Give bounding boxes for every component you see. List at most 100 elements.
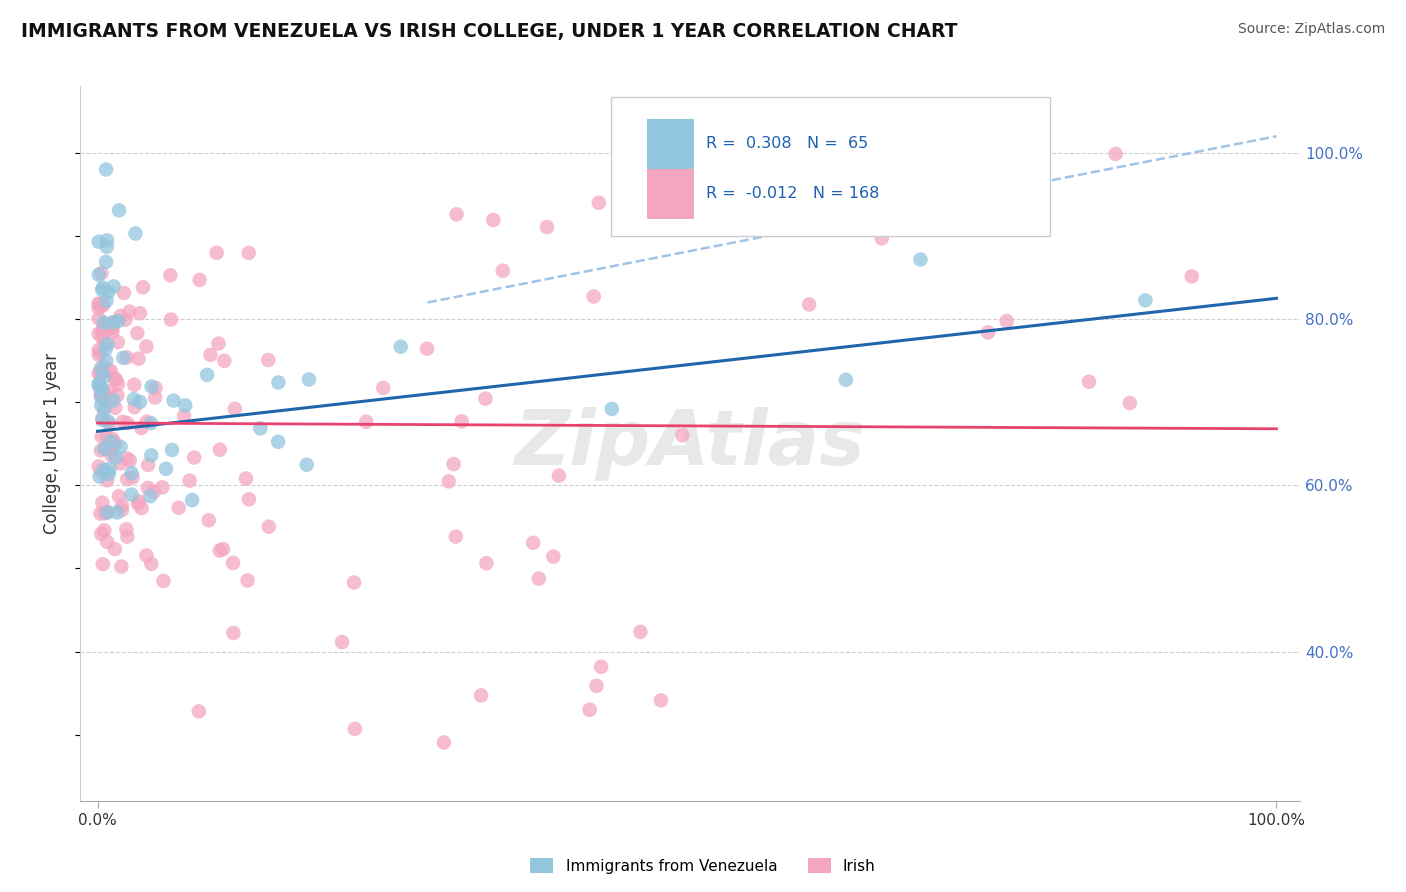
Point — [152, 574, 174, 588]
Point — [132, 280, 155, 294]
Point — [112, 285, 135, 300]
Point — [330, 635, 353, 649]
Point — [128, 494, 150, 508]
Text: IMMIGRANTS FROM VENEZUELA VS IRISH COLLEGE, UNDER 1 YEAR CORRELATION CHART: IMMIGRANTS FROM VENEZUELA VS IRISH COLLE… — [21, 22, 957, 41]
Point — [90, 361, 112, 376]
Point — [214, 353, 236, 368]
Point — [100, 364, 122, 378]
Point — [110, 559, 132, 574]
Point — [93, 402, 115, 417]
Y-axis label: College, Under 1 year: College, Under 1 year — [44, 353, 60, 534]
Point — [547, 468, 569, 483]
Point — [96, 505, 118, 519]
Point — [90, 390, 112, 404]
Point — [87, 376, 110, 391]
Point — [835, 373, 858, 387]
Bar — [647, 169, 693, 219]
Point — [437, 475, 460, 489]
Point — [1105, 147, 1128, 161]
Text: R =  0.308   N =  65: R = 0.308 N = 65 — [706, 136, 868, 151]
Point — [141, 379, 163, 393]
Point — [135, 415, 157, 429]
Point — [91, 318, 114, 333]
Point — [96, 535, 118, 549]
Legend: Immigrants from Venezuela, Irish: Immigrants from Venezuela, Irish — [524, 852, 882, 880]
Point — [110, 309, 132, 323]
Point — [800, 178, 823, 193]
Point — [115, 451, 138, 466]
Point — [121, 470, 143, 484]
Point — [188, 273, 211, 287]
Point — [205, 245, 228, 260]
Point — [105, 506, 128, 520]
Point — [582, 289, 605, 303]
Point — [101, 325, 124, 339]
Point — [93, 442, 115, 456]
Point — [527, 572, 550, 586]
Point — [87, 378, 110, 392]
Point — [91, 385, 114, 400]
Point — [93, 462, 115, 476]
Point — [96, 337, 118, 351]
Point — [160, 442, 183, 457]
Point — [101, 316, 124, 330]
Point — [671, 428, 693, 442]
Point — [249, 421, 271, 435]
Text: R =  -0.012   N = 168: R = -0.012 N = 168 — [706, 186, 879, 201]
Point — [90, 384, 112, 399]
Point — [107, 314, 129, 328]
Point — [131, 501, 153, 516]
Point — [591, 659, 613, 673]
Point — [433, 735, 456, 749]
Point — [389, 340, 412, 354]
Point — [141, 448, 163, 462]
Point — [87, 301, 110, 315]
Point — [222, 556, 245, 570]
Point — [446, 207, 468, 221]
Point — [267, 434, 290, 449]
Point — [295, 458, 318, 472]
Point — [103, 434, 125, 449]
Point — [118, 453, 141, 467]
Point — [118, 304, 141, 318]
Point — [101, 321, 124, 335]
Point — [141, 557, 163, 571]
Point — [97, 415, 120, 429]
Point — [139, 489, 162, 503]
Point — [90, 527, 112, 541]
Point — [238, 246, 260, 260]
Point — [101, 432, 124, 446]
Point — [91, 381, 114, 395]
Point — [543, 549, 565, 564]
Point — [145, 381, 167, 395]
Point — [200, 348, 222, 362]
Point — [578, 703, 600, 717]
Point — [100, 449, 122, 463]
Point — [91, 413, 114, 427]
Point — [94, 506, 117, 520]
Point — [94, 398, 117, 412]
Point — [100, 434, 122, 449]
Point — [105, 388, 128, 402]
Point — [142, 485, 165, 500]
Point — [600, 401, 623, 416]
Point — [122, 377, 145, 392]
Point — [96, 234, 118, 248]
Point — [94, 342, 117, 356]
Point — [93, 298, 115, 312]
Point — [197, 513, 219, 527]
Point — [110, 440, 132, 454]
Point — [94, 255, 117, 269]
Point — [474, 392, 496, 406]
Point — [222, 626, 245, 640]
Point — [89, 368, 111, 382]
Point — [98, 442, 121, 457]
Point — [87, 343, 110, 357]
Point — [104, 401, 127, 415]
Point — [127, 326, 149, 340]
Point — [87, 297, 110, 311]
Point — [96, 474, 118, 488]
Point — [91, 280, 114, 294]
Point — [444, 530, 467, 544]
Point — [104, 541, 127, 556]
